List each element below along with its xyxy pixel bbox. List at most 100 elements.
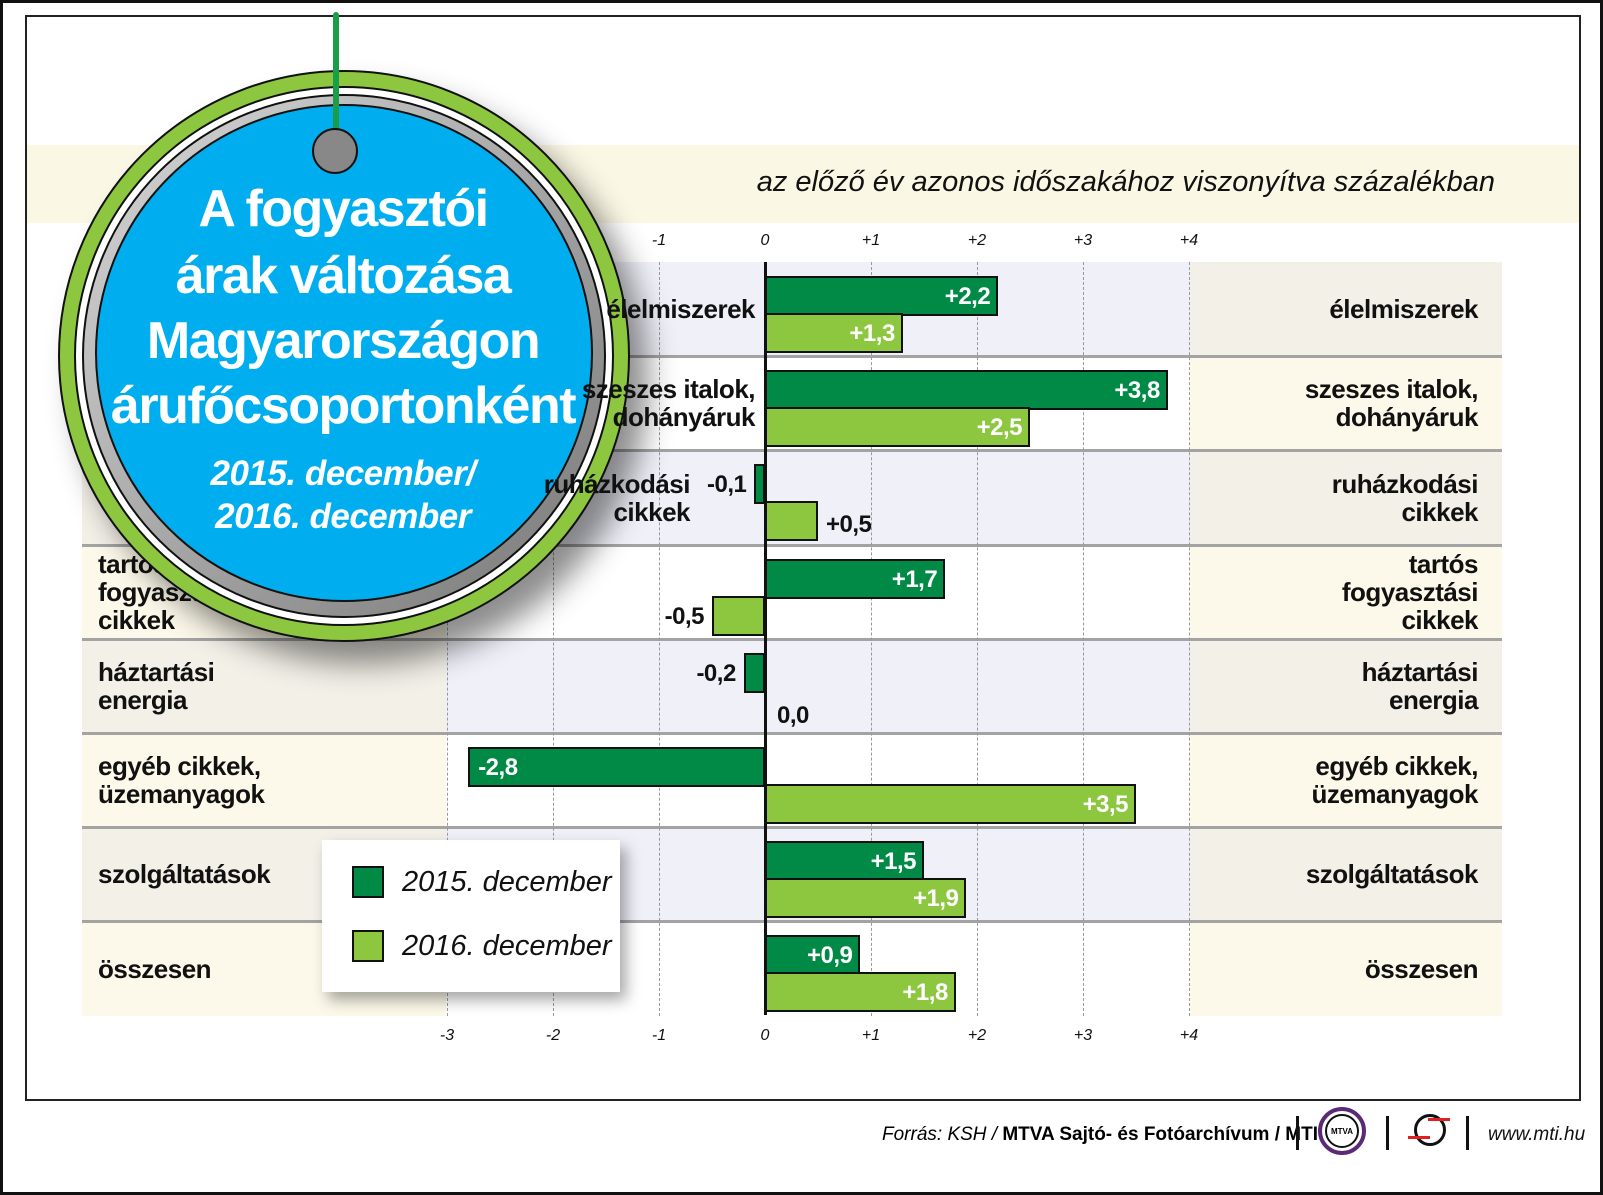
zero-axis xyxy=(764,262,767,1015)
data-label: +0,9 xyxy=(807,942,853,970)
title-line: Magyarországon xyxy=(146,312,541,370)
bar-2016 xyxy=(765,501,818,542)
bar-2015 xyxy=(743,652,765,693)
legend-swatch-2016 xyxy=(352,930,384,962)
legend-swatch-2015 xyxy=(352,866,384,898)
row-background-right xyxy=(1190,356,1502,451)
category-label-line: háztartási xyxy=(1361,656,1479,687)
category-label-right: élelmiszerek xyxy=(1200,295,1478,323)
divider xyxy=(1296,1116,1299,1150)
category-label-line: dohányáruk xyxy=(612,402,756,433)
category-label-line: összesen xyxy=(1364,953,1479,984)
category-label-right: ruházkodási cikkek xyxy=(1200,468,1479,527)
row-background-left xyxy=(82,638,446,733)
category-label-left: ruházkodási cikkek xyxy=(390,468,691,527)
data-label: +1,7 xyxy=(891,565,938,593)
row-background-right xyxy=(1190,638,1502,733)
subtitle: az előző év azonos időszakához viszonyít… xyxy=(756,166,1495,198)
category-label-right: összesen xyxy=(1200,953,1479,984)
data-label: -0,2 xyxy=(696,659,736,687)
category-label-right: háztartási energia xyxy=(1200,656,1479,715)
bottom-tick-label: 0 xyxy=(760,1027,770,1044)
row-separator xyxy=(82,826,1502,830)
data-label: +2,5 xyxy=(976,414,1023,442)
category-label-line: egyéb cikkek, xyxy=(98,751,261,782)
top-tick-label: +2 xyxy=(967,232,987,249)
title-line: árufőcsoportonként xyxy=(110,377,577,435)
bottom-tick-label: +3 xyxy=(1073,1027,1093,1044)
data-label: +1,8 xyxy=(902,979,948,1007)
category-label-line: cikkek xyxy=(613,496,690,527)
gridline xyxy=(1083,262,1084,1016)
bar-2016 xyxy=(712,595,765,636)
bar-2016 xyxy=(765,878,967,919)
category-label-line: fogyasztási xyxy=(1341,576,1479,607)
category-label-line: szeszes italok, xyxy=(581,374,756,405)
bar-2016 xyxy=(765,972,956,1013)
category-label-left: szolgáltatások xyxy=(98,860,271,888)
category-label-line: háztartási xyxy=(98,656,215,687)
row-separator xyxy=(82,637,1502,641)
mtva-logo: MTVA xyxy=(1318,1107,1366,1155)
gridline xyxy=(659,262,660,1016)
category-label-line: szeszes italok, xyxy=(1304,374,1479,405)
category-label-line: energia xyxy=(1389,684,1479,715)
top-tick-label: -1 xyxy=(651,232,667,249)
row-background-right xyxy=(1190,827,1502,922)
category-label-line: élelmiszerek xyxy=(1329,294,1478,325)
source-text: Forrás: KSH / MTVA Sajtó- és Fotóarchívu… xyxy=(882,1124,1318,1146)
top-tick-label: +4 xyxy=(1179,232,1199,249)
top-tick-label: +3 xyxy=(1073,232,1093,249)
category-label-line: tartós xyxy=(1408,548,1479,579)
archive-label: MTVA Sajtó- és Fotóarchívum / MTI xyxy=(1002,1124,1318,1145)
data-label: -0,5 xyxy=(664,602,705,630)
legend-label-2015: 2015. december xyxy=(402,866,612,898)
category-label-left: élelmiszerek xyxy=(455,295,755,323)
category-label-line: összesen xyxy=(98,953,212,984)
category-label-line: dohányáruk xyxy=(1335,402,1479,433)
category-label-line: cikkek xyxy=(1401,496,1478,527)
category-label-line: szolgáltatások xyxy=(1305,859,1479,890)
category-label-right: szolgáltatások xyxy=(1200,859,1479,890)
row-separator xyxy=(82,355,1502,359)
gridline xyxy=(977,262,978,1016)
category-label-left: háztartási energia xyxy=(98,656,215,715)
website-link[interactable]: www.mti.hu xyxy=(1488,1124,1586,1145)
category-label-line: egyéb cikkek, xyxy=(1315,751,1478,782)
source-label: Forrás: KSH / xyxy=(882,1124,1003,1145)
mtva-logo-text: MTVA xyxy=(1325,1114,1359,1148)
row-separator xyxy=(82,732,1502,735)
bar-2016 xyxy=(765,313,903,353)
tag-hole xyxy=(312,128,358,174)
footer: Forrás: KSH / MTVA Sajtó- és Fotóarchívu… xyxy=(0,1107,1603,1155)
bar-2016 xyxy=(765,784,1136,824)
divider xyxy=(1386,1116,1389,1150)
top-tick-label: 0 xyxy=(760,232,770,249)
category-label-right: egyéb cikkek, üzemanyagok xyxy=(1200,751,1479,808)
bottom-tick-label: +1 xyxy=(861,1027,881,1044)
category-label-right: szeszes italok, dohányáruk xyxy=(1200,374,1479,433)
bottom-tick-label: +2 xyxy=(967,1027,987,1044)
row-separator xyxy=(82,920,1502,924)
row-background-right xyxy=(1190,733,1502,828)
row-background-right xyxy=(1190,262,1502,357)
title-disc xyxy=(95,104,593,602)
category-label-line: üzemanyagok xyxy=(98,779,265,810)
category-label-line: ruházkodási xyxy=(543,468,691,499)
bottom-tick-label: -1 xyxy=(651,1027,667,1044)
category-label-left: összesen xyxy=(98,953,212,984)
category-label-line: élelmiszerek xyxy=(606,294,755,325)
category-label-line: energia xyxy=(98,684,188,715)
category-label-line: ruházkodási xyxy=(1331,468,1479,499)
data-label: +0,5 xyxy=(826,511,872,539)
data-label: 0,0 xyxy=(777,701,809,729)
row-separator xyxy=(82,543,1502,547)
gridline xyxy=(1189,262,1190,1016)
data-label: +2,2 xyxy=(944,283,991,310)
category-label-left: szeszes italok, dohányáruk xyxy=(455,374,756,433)
data-label: +3,5 xyxy=(1082,791,1129,818)
row-background-right xyxy=(1190,544,1502,639)
data-label: +1,9 xyxy=(913,885,959,913)
top-tick-label: +1 xyxy=(861,232,881,249)
